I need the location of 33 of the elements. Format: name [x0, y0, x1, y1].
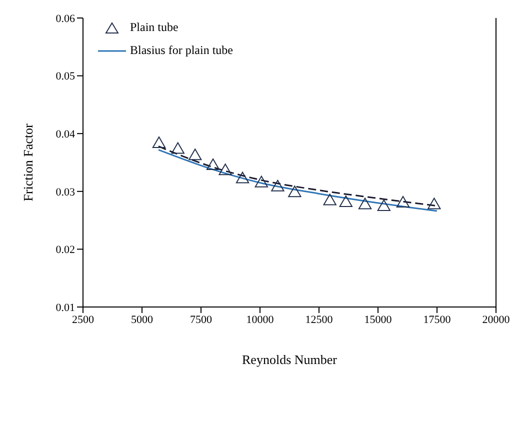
- x-tick-label: 12500: [305, 314, 334, 326]
- point: [288, 186, 302, 198]
- x-tick-label: 20000: [482, 314, 510, 326]
- x-tick-label: 10000: [246, 314, 274, 326]
- legend-label: Plain tube: [130, 20, 178, 35]
- x-tick-label: 15000: [364, 314, 392, 326]
- point: [339, 195, 352, 207]
- point: [171, 142, 184, 154]
- point: [377, 199, 390, 212]
- point: [206, 158, 220, 170]
- point: [358, 198, 372, 210]
- x-tick-label: 17500: [423, 314, 452, 326]
- y-tick-label: 0.05: [56, 70, 76, 83]
- point: [323, 194, 336, 206]
- x-tick-label: 2500: [72, 314, 94, 326]
- point: [152, 136, 166, 148]
- y-axis-title: Friction Factor: [20, 123, 36, 202]
- point: [236, 172, 250, 184]
- point: [396, 196, 410, 208]
- legend-label: Blasius for plain tube: [130, 43, 233, 58]
- point: [428, 198, 441, 210]
- point: [218, 164, 232, 176]
- y-tick-label: 0.01: [56, 302, 75, 314]
- point: [254, 176, 268, 188]
- y-tick-label: 0.03: [56, 186, 76, 198]
- x-tick-label: 5000: [131, 314, 154, 326]
- y-tick-label: 0.04: [56, 128, 76, 141]
- point: [188, 148, 202, 160]
- point: [271, 180, 284, 192]
- y-tick-label: 0.06: [56, 12, 76, 25]
- x-tick-label: 7500: [190, 314, 212, 326]
- x-axis-title: Reynolds Number: [242, 352, 338, 368]
- y-tick-label: 0.02: [56, 244, 75, 256]
